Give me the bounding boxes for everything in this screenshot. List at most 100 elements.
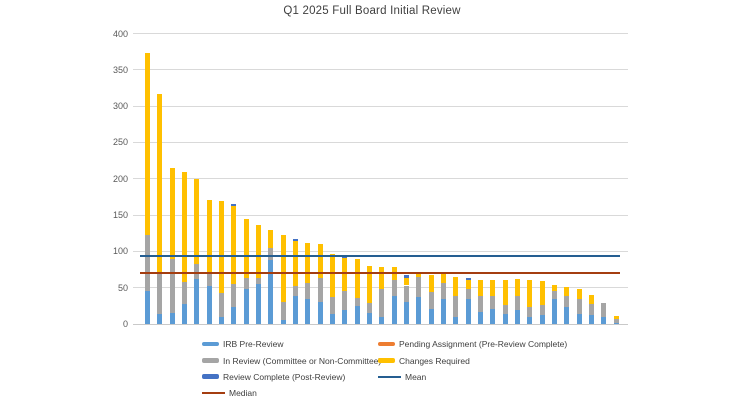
legend-label: Mean [405,371,427,382]
bar-segment [391,295,397,324]
bar-segment [354,259,360,298]
bar-segment [564,307,570,324]
bar-segment [502,305,508,314]
bar-segment [576,298,582,314]
bar-segment [379,316,385,324]
y-axis-tick-label: 200 [112,173,128,184]
bar-segment [564,295,570,308]
bar-segment [342,310,348,324]
y-gridline [133,178,628,180]
bar-segment [465,278,471,281]
bar-segment [181,281,187,304]
bar-segment [514,310,520,324]
bar-segment [280,320,286,324]
y-gridline [133,141,628,143]
legend-item: In Review (Committee or Non-Committee) [202,355,381,367]
bar-segment [564,286,570,296]
bar-segment [379,289,385,317]
bar-segment [465,280,471,290]
bar-segment [329,297,335,314]
bar-segment [218,293,224,318]
bar-segment [206,286,212,324]
bar-segment [453,276,459,296]
bar-segment [157,313,163,324]
legend-item: Median [202,387,257,399]
bar-segment [576,313,582,324]
bar-segment [588,315,594,324]
bar-segment [440,273,446,283]
bar-segment [194,178,200,265]
bar-segment [551,298,557,324]
bar-segment [231,307,237,324]
bar-segment [231,206,237,285]
bar-segment [366,302,372,314]
chart-title: Q1 2025 Full Board Initial Review [283,5,461,17]
bar-segment [305,299,311,324]
legend-item: Review Complete (Post-Review) [202,371,345,383]
bar-segment [329,253,335,298]
bar-segment [403,278,409,286]
bar-segment [403,274,409,279]
bar-segment [218,317,224,324]
y-gridline [133,250,628,252]
bar-segment [292,239,298,242]
mean-line [140,254,620,257]
legend-swatch-icon [202,392,225,394]
bar-segment [305,243,311,283]
median-line [140,271,620,275]
bar-segment [527,280,533,308]
bar-segment [305,282,311,300]
bar-segment [292,296,298,324]
bar-segment [268,229,274,248]
bar-segment [502,313,508,324]
y-axis-tick-label: 150 [112,210,128,221]
bar-segment [157,93,163,274]
y-axis-tick-label: 50 [117,282,128,293]
legend-item: Changes Required [378,355,470,367]
bar-segment [194,264,200,279]
y-gridline [133,323,628,325]
bar-segment [465,289,471,299]
bar-segment [255,284,261,324]
bar-segment [366,265,372,303]
bar-segment [169,167,175,259]
bar-segment [145,291,150,324]
bar-segment [391,280,397,296]
bar-segment [206,272,212,287]
bar-segment [342,255,348,258]
bar-segment [366,313,372,324]
y-gridline [133,33,628,34]
bar-segment [403,285,409,303]
y-gridline [133,69,628,71]
bar-segment [292,285,298,297]
bar-segment [243,289,249,324]
legend-swatch-icon [202,358,219,363]
legend-label: Pending Assignment (Pre-Review Complete) [399,339,568,349]
bar-segment [317,244,323,278]
bar-segment [243,219,249,278]
bar-segment [181,303,187,324]
y-axis-tick-label: 250 [112,137,128,148]
bar-segment [440,298,446,324]
bar-segment [145,53,150,235]
bar-segment [354,297,360,306]
bar-segment [453,295,459,317]
bar-segment [539,281,545,306]
bar-segment [428,292,434,309]
bar-segment [613,322,619,324]
bar-segment [280,234,286,303]
y-gridline [133,105,628,107]
bar-segment [354,305,360,324]
bar-segment [601,316,607,324]
bar-segment [551,284,557,292]
bar-segment [613,318,619,323]
bar-segment [194,278,200,324]
bar-segment [206,199,212,273]
y-axis-tick-label: 0 [122,319,128,329]
legend-item: Mean [378,371,426,383]
bar-segment [527,316,533,324]
bar-segment [329,313,335,324]
bar-segment [218,200,224,294]
bar-segment [613,316,619,319]
